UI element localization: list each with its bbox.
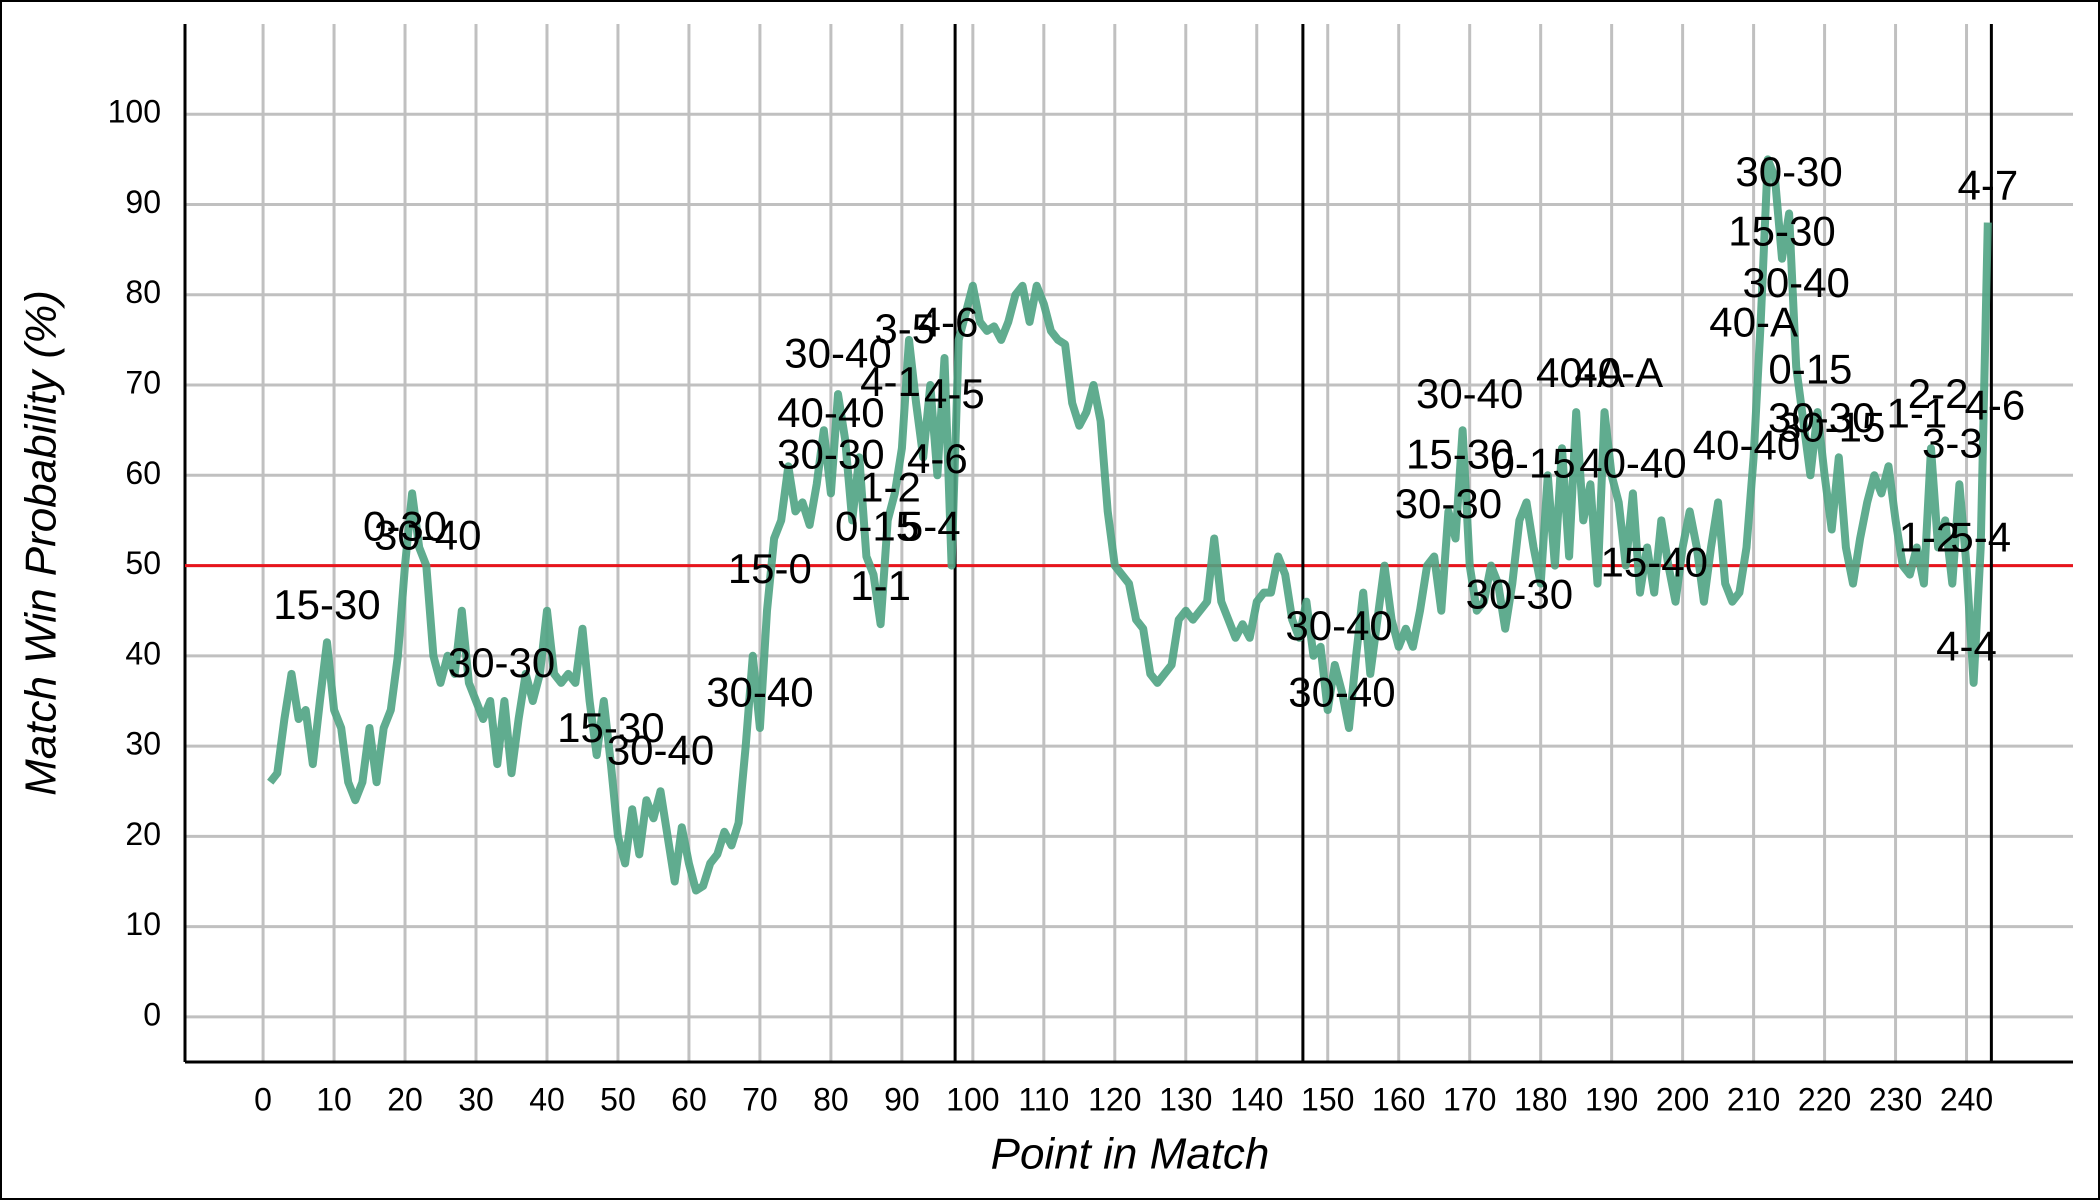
x-tick-label: 110 (1018, 1081, 1069, 1117)
annotation: 30-30 (1466, 570, 1573, 617)
annotation: 1-2 (1899, 513, 1960, 560)
annotation: 40-A (1709, 299, 1798, 346)
x-tick-label: 190 (1585, 1081, 1638, 1117)
annotation: 5-4 (900, 503, 961, 550)
annotation: 15-30 (1728, 207, 1835, 254)
x-tick-label: 230 (1869, 1081, 1922, 1117)
marks (185, 24, 2073, 1062)
annotation: 4-5 (924, 370, 985, 417)
annotation: 30-30 (777, 430, 884, 477)
annotation: 30-40 (1288, 669, 1395, 716)
annotation: 30-40 (607, 726, 714, 773)
annotation: 30-30 (448, 639, 555, 686)
x-tick-label: 120 (1088, 1081, 1141, 1117)
annotation: 40-40 (777, 389, 884, 436)
x-tick-label: 140 (1230, 1081, 1283, 1117)
x-tick-label: 130 (1159, 1081, 1212, 1117)
annotation: 30-30 (1735, 148, 1842, 195)
x-tick-label: 70 (742, 1081, 778, 1117)
y-axis-title: Match Win Probability (%) (17, 290, 66, 796)
y-tick-label: 100 (108, 94, 161, 130)
y-tick-label: 30 (125, 726, 161, 762)
annotation: 40-40 (1693, 421, 1800, 468)
x-tick-label: 220 (1798, 1081, 1851, 1117)
y-tick-label: 10 (125, 906, 161, 942)
x-tick-label: 40 (529, 1081, 565, 1117)
annotation: 40-40 (1579, 439, 1686, 486)
y-tick-label: 90 (125, 184, 161, 220)
annotation: 4-4 (1936, 623, 1997, 670)
annotation: 30-15 (1778, 403, 1885, 450)
annotation: 2-2 (1908, 370, 1969, 417)
x-tick-label: 100 (946, 1081, 999, 1117)
series-line (267, 155, 1992, 895)
y-tick-label: 40 (125, 635, 161, 671)
annotation: 30-40 (1742, 259, 1849, 306)
annotation: 1-2 (860, 464, 921, 511)
x-axis-title: Point in Match (991, 1130, 1270, 1179)
labels: 0 10 20 30 40 50 60 70 80 90 100 110 120 130 140 150 160… (108, 94, 2026, 1118)
x-tick-label: 150 (1301, 1081, 1354, 1117)
y-tick-label: 70 (125, 364, 161, 400)
x-tick-label: 20 (387, 1081, 423, 1117)
x-tick-label: 0 (254, 1081, 272, 1117)
annotation: 40-A (1536, 349, 1625, 396)
annotation: 30-30 (1395, 480, 1502, 527)
x-tick-label: 90 (884, 1081, 920, 1117)
annotation: 0-15 (835, 503, 919, 550)
annotation: 0-15 (1768, 346, 1852, 393)
annotation: 40-A (1574, 349, 1663, 396)
annotation: 15-30 (273, 581, 380, 628)
annotation: 4-7 (1957, 161, 2018, 208)
x-tick-label: 210 (1727, 1081, 1780, 1117)
annotation: 15-30 (557, 704, 664, 751)
x-tick-label: 50 (600, 1081, 636, 1117)
x-tick-label: 200 (1656, 1081, 1709, 1117)
annotation: 3-3 (1922, 420, 1983, 467)
annotation: 30-40 (784, 329, 891, 376)
annotation: 0-15 (1492, 439, 1576, 486)
x-tick-label: 80 (813, 1081, 849, 1117)
x-tick-label: 10 (316, 1081, 352, 1117)
x-tick-label: 60 (671, 1081, 707, 1117)
y-tick-label: 0 (143, 996, 161, 1032)
annotation: 15-30 (1406, 430, 1513, 477)
annotation: 0-30 (363, 503, 447, 550)
annotation: 4-6 (918, 299, 979, 346)
annotation: 15-0 (728, 545, 812, 592)
annotation: 30-40 (1285, 602, 1392, 649)
annotation: 5-4 (1950, 513, 2011, 560)
annotation: 1-1 (850, 562, 911, 609)
y-tick-label: 60 (125, 455, 161, 491)
x-tick-label: 30 (458, 1081, 494, 1117)
annotation: 30-40 (374, 512, 481, 559)
y-tick-label: 50 (125, 545, 161, 581)
annotation: 3-5 (874, 305, 935, 352)
annotation: 4-6 (907, 435, 968, 482)
annotation: 30-40 (1416, 370, 1523, 417)
annotation: 15-40 (1601, 539, 1708, 586)
annotation: 30-30 (1768, 394, 1875, 441)
annotation: 1-1 (1886, 390, 1947, 437)
y-tick-label: 20 (125, 816, 161, 852)
x-tick-label: 170 (1443, 1081, 1496, 1117)
x-tick-label: 240 (1940, 1081, 1993, 1117)
x-tick-label: 180 (1514, 1081, 1567, 1117)
annotation: 4-1 (860, 358, 921, 405)
x-tick-label: 160 (1372, 1081, 1425, 1117)
annotation: 4-6 (1965, 382, 2026, 429)
y-tick-label: 80 (125, 274, 161, 310)
annotation: 30-40 (706, 669, 813, 716)
